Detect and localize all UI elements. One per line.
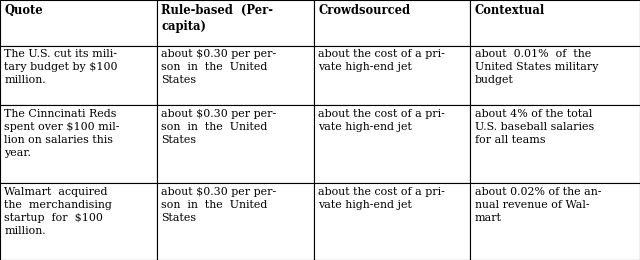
Bar (0, 0, 157, 46)
Bar (314, 183, 470, 260)
Text: about $0.30 per per-
son  in  the  United
States: about $0.30 per per- son in the United S… (161, 49, 276, 85)
Bar (470, 183, 640, 260)
Text: Rule-based  (Per-
capita): Rule-based (Per- capita) (161, 4, 273, 33)
Text: Crowdsourced: Crowdsourced (318, 4, 410, 17)
Bar (0, 105, 157, 183)
Bar (0, 46, 157, 105)
Text: about $0.30 per per-
son  in  the  United
States: about $0.30 per per- son in the United S… (161, 109, 276, 145)
Bar (157, 0, 314, 46)
Bar (157, 105, 314, 183)
Bar (157, 46, 314, 105)
Text: Contextual: Contextual (475, 4, 545, 17)
Text: Quote: Quote (4, 4, 43, 17)
Text: about the cost of a pri-
vate high-end jet: about the cost of a pri- vate high-end j… (318, 187, 445, 210)
Text: about 4% of the total
U.S. baseball salaries
for all teams: about 4% of the total U.S. baseball sala… (475, 109, 594, 145)
Bar (157, 183, 314, 260)
Text: The U.S. cut its mili-
tary budget by $100
million.: The U.S. cut its mili- tary budget by $1… (4, 49, 118, 85)
Bar (314, 0, 470, 46)
Bar (0, 183, 157, 260)
Bar (314, 46, 470, 105)
Text: about the cost of a pri-
vate high-end jet: about the cost of a pri- vate high-end j… (318, 109, 445, 132)
Text: Walmart  acquired
the  merchandising
startup  for  $100
million.: Walmart acquired the merchandising start… (4, 187, 113, 236)
Bar (470, 0, 640, 46)
Text: about $0.30 per per-
son  in  the  United
States: about $0.30 per per- son in the United S… (161, 187, 276, 223)
Text: about the cost of a pri-
vate high-end jet: about the cost of a pri- vate high-end j… (318, 49, 445, 72)
Text: about  0.01%  of  the
United States military
budget: about 0.01% of the United States militar… (475, 49, 598, 85)
Bar (314, 105, 470, 183)
Text: about 0.02% of the an-
nual revenue of Wal-
mart: about 0.02% of the an- nual revenue of W… (475, 187, 602, 223)
Bar (470, 105, 640, 183)
Bar (470, 46, 640, 105)
Text: The Cinncinati Reds
spent over $100 mil-
lion on salaries this
year.: The Cinncinati Reds spent over $100 mil-… (4, 109, 120, 158)
